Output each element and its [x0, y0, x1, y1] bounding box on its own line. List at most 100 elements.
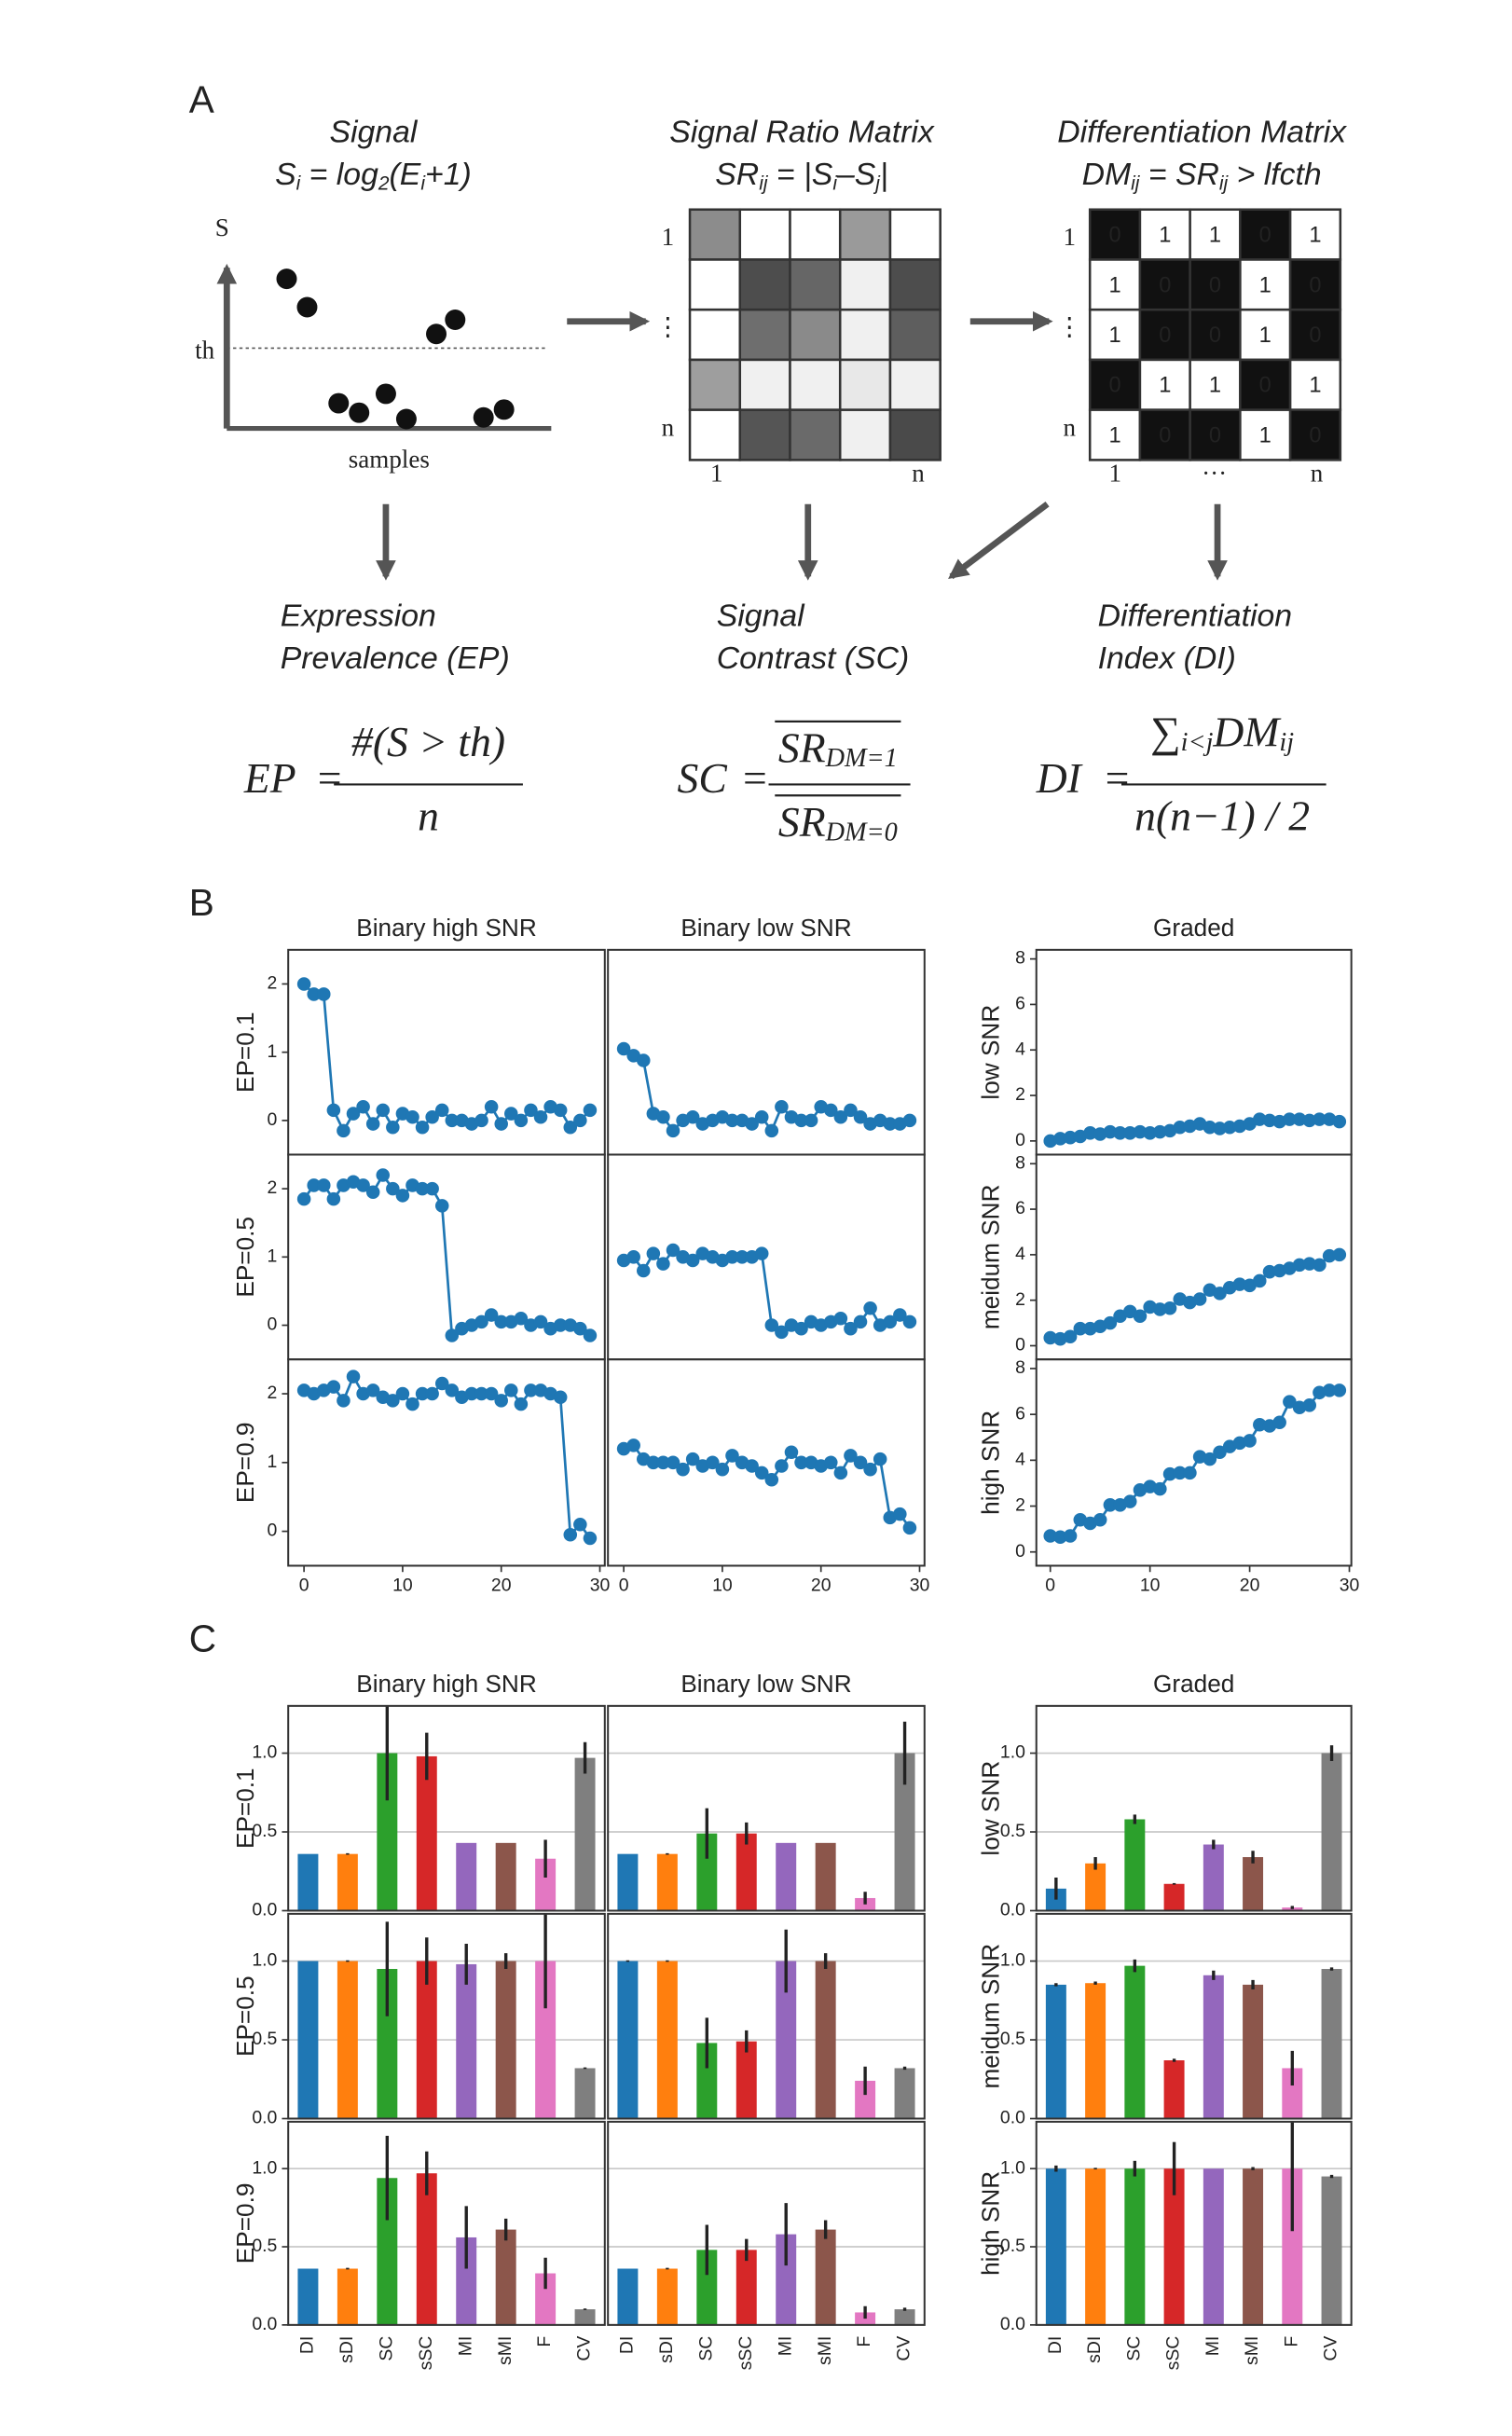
x-tick-label: sDI	[337, 2336, 357, 2363]
x-tick-label: sMI	[1242, 2336, 1262, 2365]
y-tick-label: 1	[268, 1246, 278, 1266]
point	[646, 1246, 661, 1260]
x-tick-label: 10	[1140, 1576, 1161, 1596]
point	[405, 1397, 419, 1411]
point	[464, 1386, 479, 1401]
x-tick-label: sSC	[416, 2336, 436, 2371]
matrix-cell	[888, 408, 942, 461]
point	[583, 1103, 598, 1118]
point	[902, 1314, 917, 1329]
y-tick-label: 1.0	[252, 1742, 277, 1763]
y-axis-label: EP=0.5	[231, 1975, 259, 2057]
point	[833, 1109, 848, 1124]
x-tick-label: MI	[775, 2336, 795, 2357]
y-tick-label: 1.0	[1000, 1950, 1025, 1971]
plot-area	[296, 977, 598, 1138]
point	[1113, 1126, 1127, 1140]
point	[1073, 1321, 1088, 1336]
numerator: #(S > th)	[351, 718, 505, 765]
y-axis-label: low SNR	[976, 1761, 1004, 1856]
point	[386, 1181, 400, 1196]
y-tick-label: 8	[1015, 1152, 1025, 1173]
point	[637, 1053, 651, 1067]
signal-formula: Si = log2(Ei+1)	[275, 157, 472, 194]
bar	[337, 2268, 358, 2325]
point	[804, 1113, 818, 1128]
denominator: n	[418, 792, 439, 840]
col-label: ···	[1202, 459, 1227, 487]
point	[524, 1103, 538, 1118]
bar	[416, 2173, 437, 2325]
point	[1053, 1132, 1067, 1146]
point	[386, 1394, 400, 1408]
matrix-cell	[1088, 358, 1142, 411]
point	[784, 1445, 799, 1460]
point	[376, 1103, 391, 1118]
axis-label: samples	[349, 445, 430, 473]
cell-value: 1	[1108, 273, 1120, 297]
subscript: i	[420, 172, 426, 194]
point	[395, 1386, 410, 1401]
point	[1292, 1258, 1307, 1273]
matrix-cell	[789, 208, 842, 261]
cell-value: 1	[1159, 224, 1171, 248]
bar	[377, 1753, 398, 1911]
plot-area	[1045, 1745, 1342, 1911]
point	[626, 1438, 640, 1452]
formula-equals: =	[315, 754, 344, 802]
point	[844, 1449, 858, 1463]
point	[1043, 1529, 1057, 1543]
point	[794, 1321, 808, 1336]
point	[745, 1117, 759, 1131]
subplot-title: Binary low SNR	[680, 914, 851, 942]
bar	[456, 1963, 477, 2119]
point	[445, 1328, 460, 1342]
point	[1103, 1124, 1118, 1139]
point	[794, 1113, 808, 1128]
point	[676, 1462, 690, 1477]
y-tick-label: 1.0	[252, 1950, 277, 1971]
matrix-cell	[838, 258, 892, 311]
matrix-cell	[1138, 408, 1191, 461]
y-tick-label: 6	[1015, 1403, 1025, 1424]
numerator: ∑i<jDMij	[1150, 709, 1294, 757]
bar	[617, 1961, 639, 2119]
x-tick-label: SC	[376, 2336, 396, 2361]
y-tick-label: 0	[1015, 1130, 1025, 1150]
formula-lhs: EP	[243, 754, 296, 802]
x-tick-label: MI	[455, 2336, 475, 2357]
subscript: 2	[378, 172, 390, 194]
matrix-cell	[789, 358, 842, 411]
y-tick-label: 2	[1015, 1084, 1025, 1105]
y-tick-label: 2	[268, 973, 278, 994]
y-axis-label: EP=0.1	[231, 1768, 259, 1849]
subscript: DM=1	[825, 745, 898, 774]
bar	[776, 1961, 797, 2119]
matrix-cell	[1239, 408, 1292, 461]
matrix-cell	[1189, 308, 1242, 362]
plot-area	[297, 1705, 596, 1911]
point	[307, 1178, 321, 1192]
row-label: n	[662, 413, 675, 441]
point	[553, 1103, 568, 1118]
formula-text: +1)	[425, 157, 472, 192]
bar	[495, 2229, 516, 2325]
y-tick-label: 1	[268, 1041, 278, 1062]
x-tick-label: 30	[590, 1576, 611, 1596]
plot-area	[616, 1438, 917, 1535]
denominator: n(n−1) / 2	[1134, 792, 1310, 840]
cell-value: 0	[1108, 374, 1120, 398]
bar	[456, 1842, 477, 1911]
y-tick-label: 0	[1015, 1335, 1025, 1356]
plot-area	[1045, 1959, 1342, 2119]
point	[666, 1455, 680, 1470]
bar	[1045, 2168, 1066, 2325]
y-tick-label: 0.0	[252, 2108, 277, 2128]
plot-area	[297, 2135, 596, 2325]
bar	[1321, 1753, 1342, 1911]
plot-area	[1043, 1247, 1347, 1346]
bar	[894, 2309, 915, 2325]
subplot-frame	[607, 2120, 926, 2326]
cell-value: 0	[1309, 323, 1321, 348]
bar	[535, 1961, 557, 2119]
